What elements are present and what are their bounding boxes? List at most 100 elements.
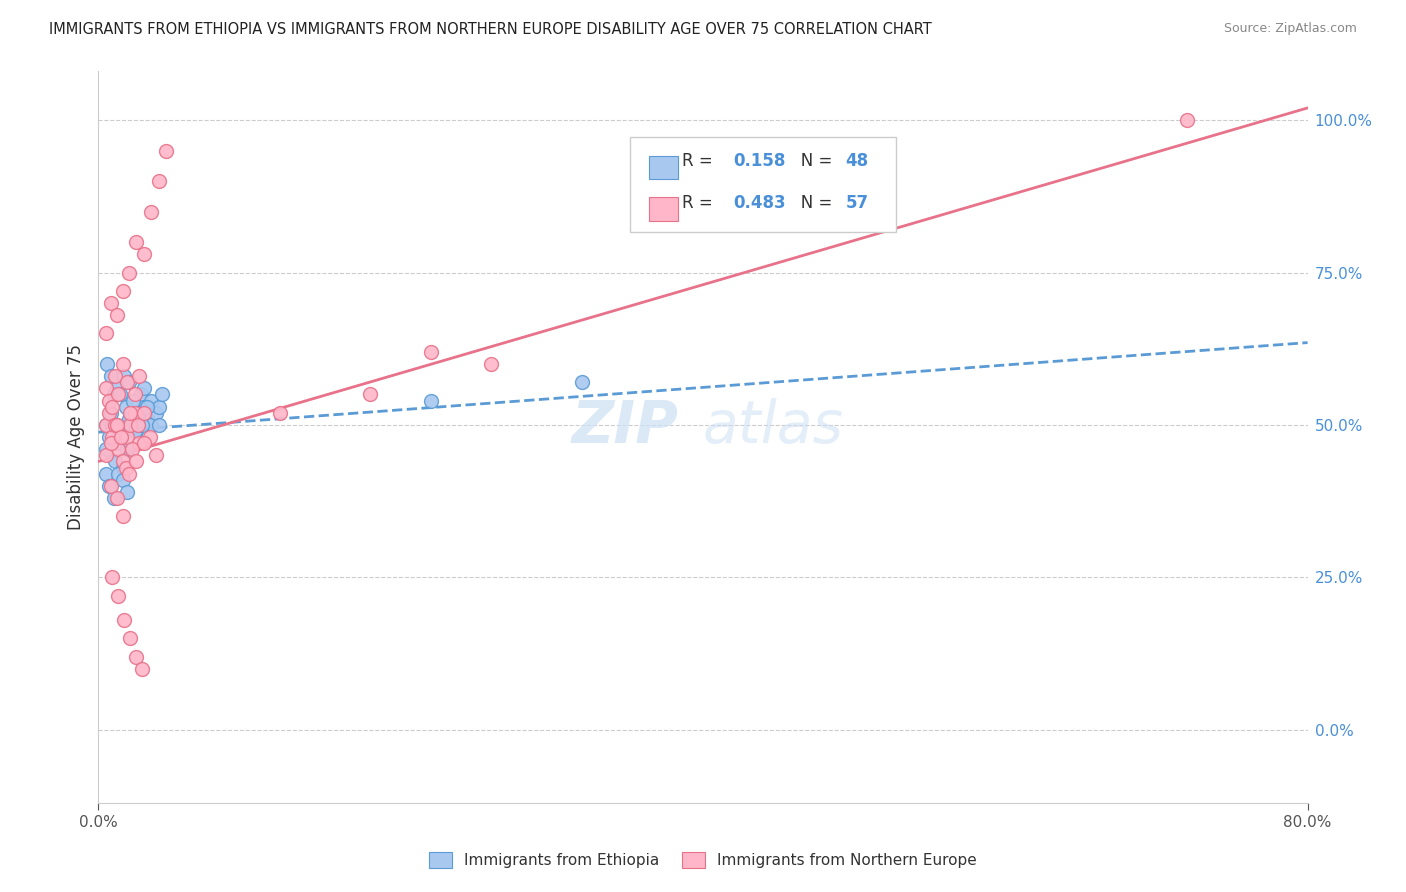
Point [115,485,138,500]
Point [114,400,136,414]
Point [118,376,141,390]
Point [120,417,142,432]
Point [131,662,153,676]
Point [150,387,173,401]
Point [111,357,134,371]
Point [120,632,142,646]
Point [103,387,125,401]
Point [141,417,163,432]
Point [269,406,291,420]
Point [128,406,150,420]
Point [94,448,117,462]
Point [115,430,138,444]
Point [135,400,157,414]
Point [110,430,132,444]
Point [94,442,117,457]
Point [108,387,131,401]
Text: Source: ZipAtlas.com: Source: ZipAtlas.com [1223,22,1357,36]
Point [481,357,503,371]
Point [132,247,155,261]
Point [139,430,162,444]
Point [98,406,121,420]
Bar [648,197,678,221]
Point [155,144,177,158]
Point [104,369,127,384]
Point [141,204,163,219]
Point [105,381,128,395]
Y-axis label: Disability Age Over 75: Disability Age Over 75 [66,344,84,530]
Point [132,436,155,450]
Point [118,467,141,481]
Point [125,454,148,468]
Point [118,412,141,426]
Point [122,393,145,408]
Point [105,417,128,432]
Point [98,479,121,493]
Text: 57: 57 [845,194,869,211]
Text: atlas: atlas [703,398,844,455]
Point [105,417,128,432]
Point [132,406,155,420]
Point [111,284,134,298]
Point [125,649,148,664]
Point [107,467,129,481]
Point [127,417,149,432]
Point [124,387,146,401]
Text: N =: N = [785,194,838,211]
Point [111,454,134,468]
Point [118,266,141,280]
Text: ZIP: ZIP [572,398,679,455]
Point [128,436,150,450]
Text: N =: N = [785,152,838,169]
Point [571,376,593,390]
Point [141,393,163,408]
Point [111,460,134,475]
Point [107,436,129,450]
Point [125,235,148,249]
FancyBboxPatch shape [630,137,897,232]
Point [111,509,134,524]
Point [112,369,135,384]
Point [100,436,122,450]
Point [107,442,129,457]
Point [148,417,170,432]
Point [94,381,117,395]
Point [120,406,142,420]
Point [145,448,167,462]
Point [124,424,146,438]
Point [114,460,136,475]
Point [1175,113,1198,128]
Point [105,491,128,505]
Point [107,589,129,603]
Point [100,406,122,420]
Point [101,430,124,444]
Point [100,369,122,384]
Point [131,417,153,432]
Point [100,296,122,310]
Point [420,344,443,359]
Point [124,406,146,420]
Point [128,369,150,384]
Point [110,430,132,444]
Point [94,417,117,432]
Point [121,442,143,457]
Point [98,393,121,408]
Bar [648,155,678,179]
Point [125,406,148,420]
Point [420,393,443,408]
Point [115,442,138,457]
Point [104,417,127,432]
Point [132,400,155,414]
Point [145,406,167,420]
Legend: Immigrants from Ethiopia, Immigrants from Northern Europe: Immigrants from Ethiopia, Immigrants fro… [429,853,977,868]
Point [120,417,142,432]
Point [125,424,148,438]
Point [360,387,382,401]
Point [101,570,124,584]
Text: 48: 48 [845,152,869,169]
Text: R =: R = [682,194,724,211]
Point [111,473,134,487]
Point [101,417,124,432]
Point [107,387,129,401]
Point [103,491,125,505]
